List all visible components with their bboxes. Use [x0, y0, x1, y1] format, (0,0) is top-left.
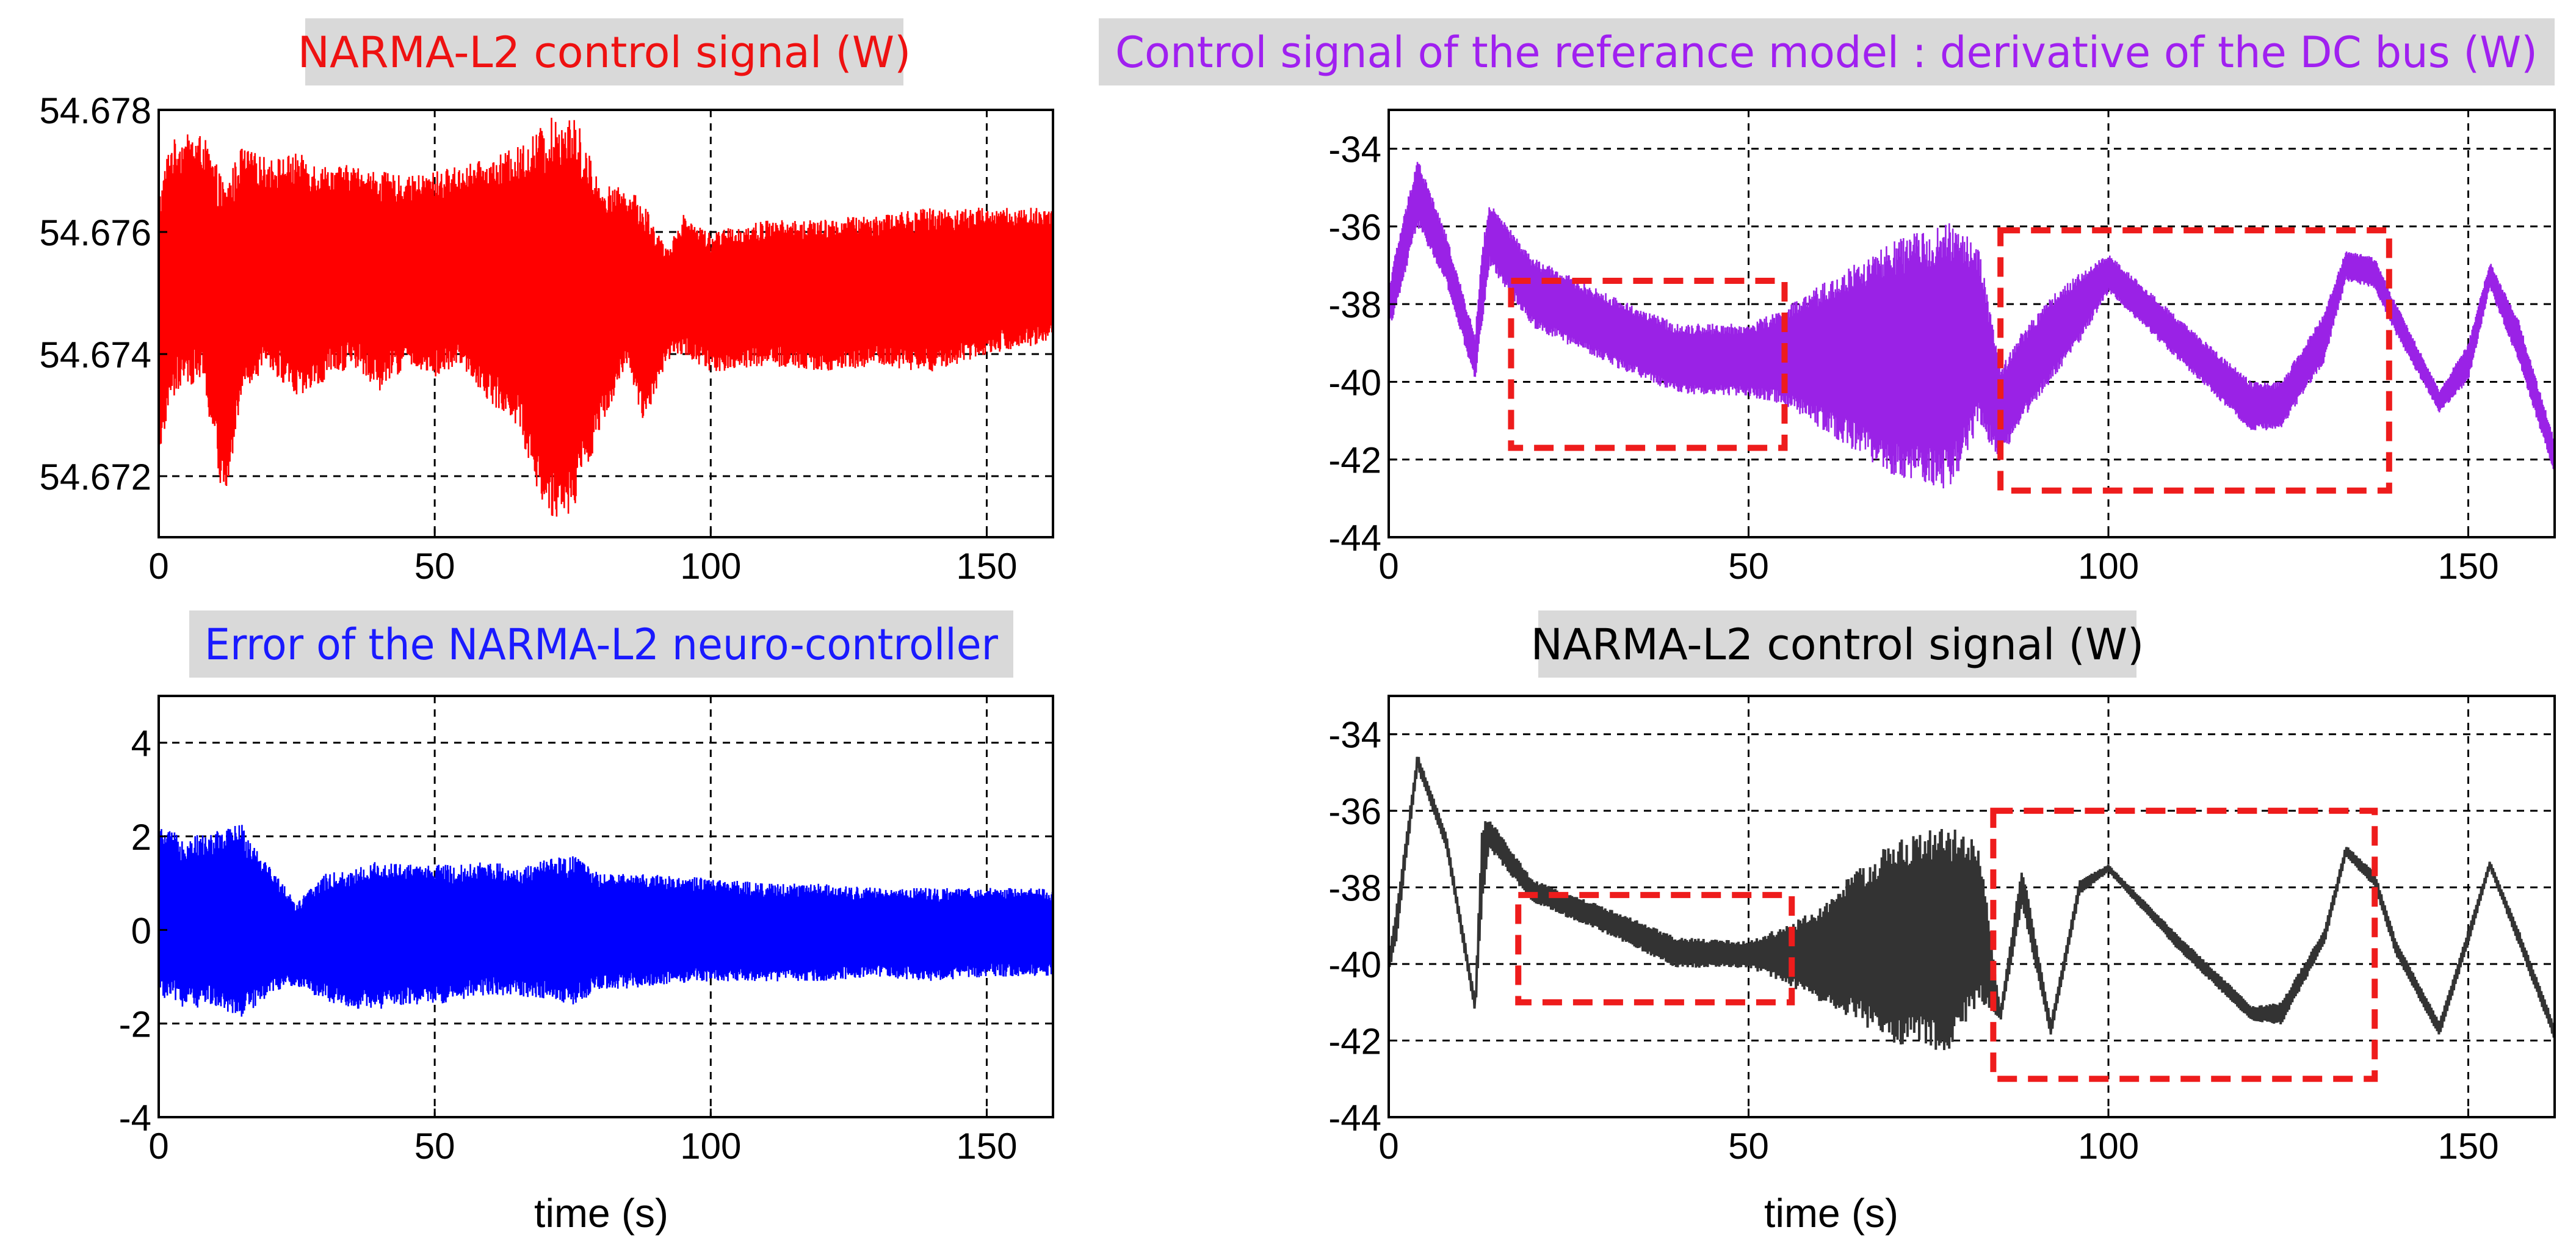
y-tick-label: -36 [1328, 791, 1381, 832]
x-tick-label: 0 [148, 1126, 168, 1167]
y-tick-label: 0 [131, 910, 151, 951]
chart-title-background [305, 18, 903, 85]
x-tick-label: 150 [2437, 1126, 2498, 1167]
x-tick-label: 0 [148, 546, 168, 587]
x-tick-label: 150 [956, 1126, 1017, 1167]
x-tick-label: 50 [414, 1126, 455, 1167]
series-line [159, 117, 1053, 517]
chart-title-background [189, 610, 1013, 678]
x-tick-label: 0 [1378, 1126, 1398, 1167]
y-tick-label: 54.672 [39, 457, 151, 498]
x-tick-label: 100 [680, 546, 741, 587]
y-tick-label: 54.674 [39, 335, 151, 375]
y-tick-label: -2 [119, 1004, 151, 1045]
x-tick-label: 50 [1728, 1126, 1769, 1167]
x-tick-label: 100 [2078, 1126, 2139, 1167]
highlight-box [1508, 278, 1788, 451]
x-tick-label: 150 [956, 546, 1017, 587]
plot-frame [157, 695, 1054, 1118]
chart-narma-control-signal-top: NARMA-L2 control signal (W) 0 50 100 150 54.… [39, 18, 1054, 587]
chart-title: Control signal of the referance model : … [1115, 27, 2538, 78]
highlight-box [1515, 892, 1795, 1005]
highlight-box [1990, 808, 2378, 1082]
y-tick-label: -44 [1328, 518, 1381, 559]
y-tick-label: -44 [1328, 1098, 1381, 1139]
plot-frame [1387, 109, 2556, 538]
x-axis-label: time (s) [534, 1190, 668, 1236]
y-tick-label: -36 [1328, 207, 1381, 248]
y-tick-label: -38 [1328, 868, 1381, 909]
x-tick-label: 150 [2437, 546, 2498, 587]
highlight-box [1997, 227, 2392, 494]
series-line [159, 825, 1053, 1017]
chart-reference-model-derivative: Control signal of the referance model : … [1099, 18, 2556, 587]
y-tick-label: -40 [1328, 362, 1381, 403]
chart-title-background [1538, 610, 2136, 678]
x-axis-label: time (s) [1764, 1190, 1898, 1236]
y-tick-label: -34 [1328, 129, 1381, 170]
x-tick-label: 100 [680, 1126, 741, 1167]
y-tick-label: 2 [131, 817, 151, 858]
plot-frame [1387, 695, 2556, 1118]
y-tick-label: -34 [1328, 715, 1381, 756]
chart-neuro-controller-error: Error of the NARMA-L2 neuro-controller t… [119, 610, 1054, 1236]
x-tick-label: 100 [2078, 546, 2139, 587]
x-tick-label: 0 [1378, 546, 1398, 587]
y-tick-label: -4 [119, 1098, 151, 1139]
y-tick-label: 4 [131, 723, 151, 764]
plot-frame [157, 109, 1054, 538]
x-tick-label: 50 [414, 546, 455, 587]
series-line [1389, 756, 2555, 1051]
x-tick-label: 50 [1728, 546, 1769, 587]
y-tick-label: -42 [1328, 1021, 1381, 1062]
y-tick-label: -40 [1328, 944, 1381, 985]
chart-title: Error of the NARMA-L2 neuro-controller [204, 620, 998, 670]
chart-title-background [1099, 18, 2555, 85]
series-line [1389, 162, 2555, 489]
y-tick-label: 54.678 [39, 90, 151, 131]
chart-title: NARMA-L2 control signal (W) [298, 27, 911, 78]
chart-title: NARMA-L2 control signal (W) [1531, 620, 2144, 670]
y-tick-label: -42 [1328, 440, 1381, 481]
y-tick-label: 54.676 [39, 212, 151, 253]
y-tick-label: -38 [1328, 284, 1381, 325]
chart-narma-control-signal-bottom: NARMA-L2 control signal (W) time (s) 0 50… [1328, 610, 2556, 1236]
